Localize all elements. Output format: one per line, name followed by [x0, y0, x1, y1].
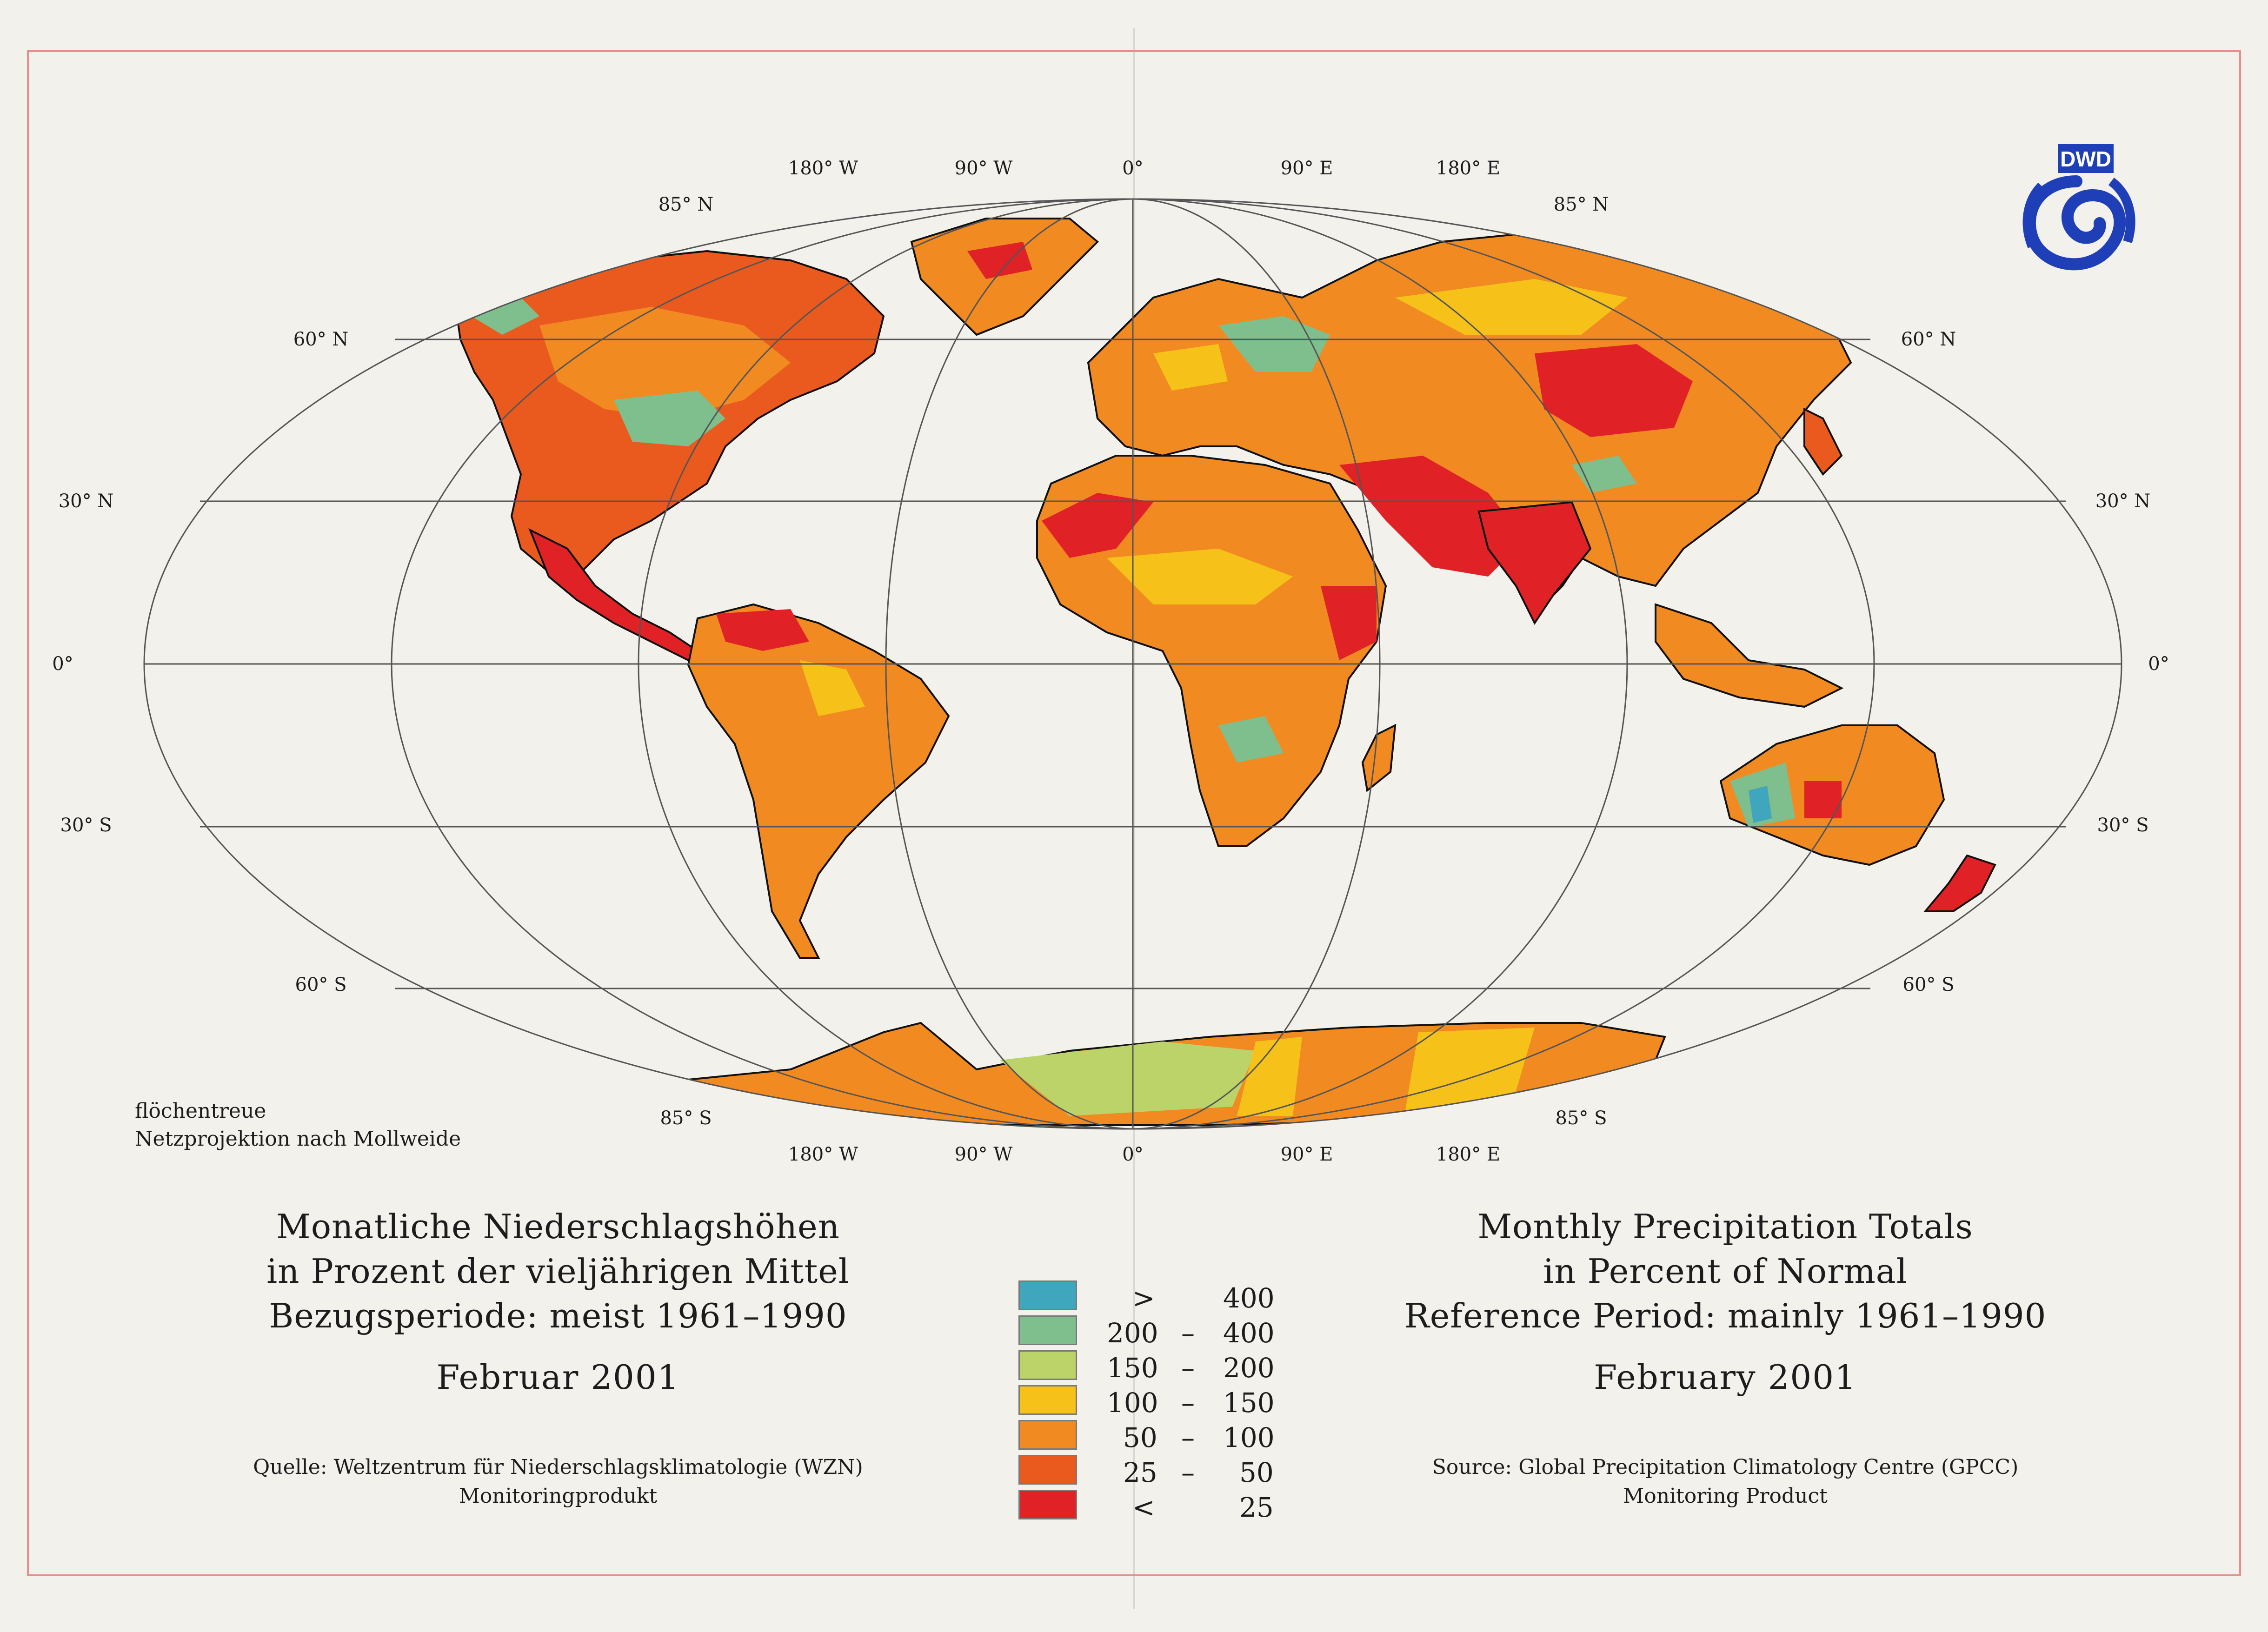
longitude-label: 90° E [1280, 158, 1333, 179]
projection-note: flöchentreue Netzprojektion nach Mollwei… [135, 1099, 461, 1151]
legend-row: 200 – 400 [1018, 1314, 1279, 1349]
title-german: Monatliche Niederschlagshöhen in Prozent… [266, 1207, 850, 1335]
landmass-southeast-asia [1655, 603, 1844, 708]
legend-row: < 25 [1018, 1488, 1279, 1523]
title-english: Monthly Precipitation Totals in Percent … [1404, 1207, 2047, 1335]
region-sahara-dry [1042, 493, 1153, 558]
landmass-madagascar [1361, 723, 1397, 792]
region-north-america-moderate [539, 307, 791, 418]
landmass-new-zealand [1923, 854, 1996, 912]
legend-row: 25 – 50 [1018, 1453, 1279, 1488]
latitude-label: 85° N [658, 194, 714, 215]
legend-swatch [1018, 1385, 1077, 1415]
legend-row: 150 – 200 [1018, 1348, 1279, 1384]
latitude-label: 0° [52, 653, 73, 675]
region-australia-dry [1804, 781, 1842, 818]
source-english: Source: Global Precipitation Climatology… [1432, 1455, 2019, 1508]
longitude-label: 0° [1122, 1144, 1144, 1165]
region-south-america-normal [800, 660, 865, 716]
region-antarctica-east-normal [1404, 1028, 1535, 1116]
region-asia-dry [1535, 344, 1693, 437]
dwd-logo: DWD [2022, 144, 2135, 271]
legend-swatch [1018, 1350, 1077, 1380]
latitude-label: 60° S [1902, 974, 1955, 995]
longitude-label: 180° E [1436, 1144, 1501, 1165]
longitude-label: 180° E [1436, 158, 1501, 179]
source-german: Quelle: Weltzentrum für Niederschlagskli… [253, 1455, 863, 1508]
graticule [143, 198, 2122, 1130]
region-south-america-dry [716, 609, 809, 651]
longitude-label: 180° W [788, 1144, 858, 1165]
region-europe-wet [1218, 316, 1330, 372]
legend-row: 50 – 100 [1018, 1418, 1279, 1453]
region-middle-east-dry [1339, 456, 1525, 577]
latitude-label: 30° N [58, 491, 114, 512]
latitude-label: 85° S [660, 1108, 712, 1129]
latitude-label: 0° [2148, 653, 2169, 675]
legend-swatch [1018, 1280, 1077, 1310]
region-sahel-normal [1107, 549, 1293, 604]
legend-swatch [1018, 1455, 1077, 1485]
longitude-label: 0° [1122, 158, 1144, 179]
latitude-label: 30° S [2097, 815, 2149, 836]
month-german: Februar 2001 [436, 1358, 680, 1397]
longitude-label: 90° E [1280, 1144, 1333, 1165]
landmass-india [1477, 501, 1592, 625]
landmass-greenland [910, 218, 1099, 336]
latitude-label: 60° N [1901, 329, 1956, 350]
legend-swatch [1018, 1490, 1077, 1519]
legend-swatch [1018, 1420, 1077, 1450]
paper-fold [1133, 28, 1135, 1609]
region-siberia-normal [1395, 279, 1628, 335]
precipitation-legend: > 400 200 – 400 150 – 200 100 – 150 50 –… [1018, 1279, 1279, 1523]
region-europe-normal [1153, 344, 1228, 391]
latitude-label: 60° N [293, 329, 349, 350]
region-antarctica-wet [1000, 1042, 1256, 1116]
region-east-africa-dry [1321, 586, 1377, 660]
longitude-label: 180° W [788, 158, 858, 179]
page-frame [27, 50, 2241, 1576]
region-greenland-dry [967, 242, 1032, 279]
logo-text: DWD [2060, 147, 2111, 171]
legend-row: 100 – 150 [1018, 1383, 1279, 1419]
region-australia-very-wet [1749, 786, 1772, 823]
legend-row: > 400 [1018, 1279, 1279, 1314]
latitude-label: 30° N [2095, 491, 2151, 512]
latitude-label: 30° S [60, 815, 112, 836]
longitude-label: 90° W [954, 158, 1013, 179]
legend-swatch [1018, 1315, 1077, 1345]
region-north-america-wet [614, 391, 725, 446]
region-southern-africa-wet [1218, 716, 1284, 763]
latitude-label: 85° S [1555, 1108, 1607, 1129]
month-english: February 2001 [1594, 1358, 1857, 1397]
landmass-africa [1036, 455, 1387, 847]
latitude-label: 85° N [1553, 194, 1609, 215]
landmass-south-america [687, 603, 950, 959]
landmass-japan [1803, 407, 1843, 476]
landmass-central-america [528, 528, 699, 662]
region-antarctica-normal [1237, 1037, 1302, 1116]
longitude-label: 90° W [954, 1144, 1013, 1165]
latitude-label: 60° S [295, 974, 347, 995]
